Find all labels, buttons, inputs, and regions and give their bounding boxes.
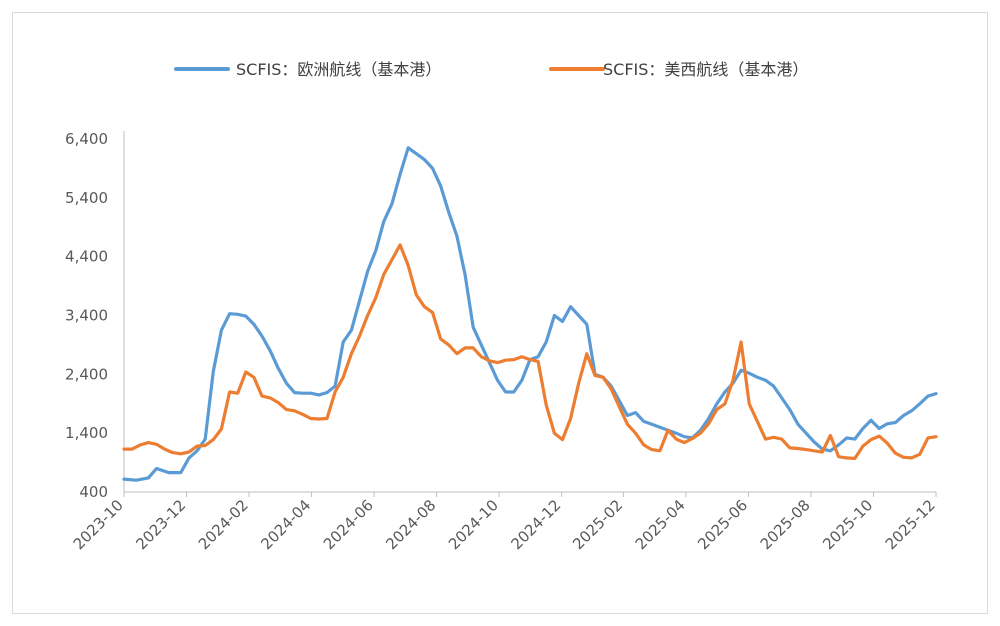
x-axis: 2023-10 2023-12 2024-02 2024-04 2024-06 2024-…	[70, 491, 939, 553]
legend-label: SCFIS：欧洲航线（基本港）	[236, 60, 441, 79]
x-tick-label: 2025-04	[632, 496, 689, 553]
x-tick-label: 2024-06	[320, 496, 377, 553]
x-tick-label: 2025-08	[757, 496, 814, 553]
y-tick-label: 4,400	[65, 248, 108, 266]
x-tick-label: 2025-12	[882, 496, 939, 553]
series-group	[122, 146, 938, 482]
x-tick-label: 2025-02	[569, 496, 626, 553]
series-line-us-west	[122, 243, 938, 461]
y-tick-label: 1,400	[65, 424, 108, 442]
chart-frame	[12, 12, 988, 614]
x-tick-label: 2025-06	[694, 496, 751, 553]
x-tick-label: 2024-12	[507, 496, 564, 553]
x-tick-label: 2024-08	[382, 496, 439, 553]
x-tick-label: 2025-10	[819, 496, 876, 553]
y-tick-label: 3,400	[65, 307, 108, 325]
x-tick-label: 2024-04	[257, 496, 314, 553]
legend: SCFIS：欧洲航线（基本港） SCFIS：美西航线（基本港）	[174, 60, 808, 79]
legend-label: SCFIS：美西航线（基本港）	[603, 60, 808, 79]
y-tick-label: 400	[79, 483, 108, 501]
x-tick-label: 2023-10	[70, 496, 127, 553]
y-tick-label: 2,400	[65, 365, 108, 383]
y-tick-label: 5,400	[65, 189, 108, 207]
x-tick-label: 2024-10	[445, 496, 502, 553]
y-axis: 400 1,400 2,400 3,400 4,400 5,400 6,400	[65, 130, 125, 501]
y-tick-label: 6,400	[65, 130, 108, 148]
x-tick-label: 2023-12	[132, 496, 189, 553]
x-tick-label: 2024-02	[195, 496, 252, 553]
series-line-europe	[122, 146, 938, 482]
